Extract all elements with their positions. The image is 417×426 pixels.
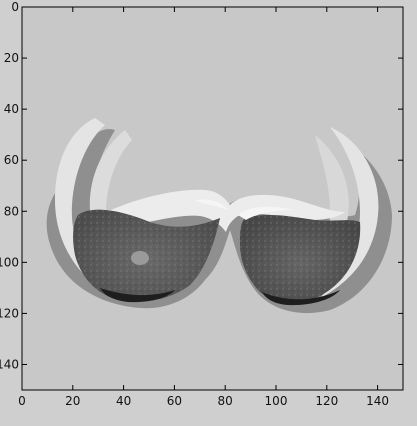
y-axis: 0 20 40 60 80 100 120 140 (0, 0, 403, 371)
x-tick-label: 20 (65, 394, 80, 408)
y-tick-label: 40 (4, 102, 19, 116)
ct-slice-image (46, 118, 392, 314)
x-tick-label: 60 (167, 394, 182, 408)
y-tick-label: 140 (0, 357, 19, 371)
x-tick-label: 120 (315, 394, 338, 408)
y-tick-label: 0 (11, 0, 19, 14)
x-tick-label: 140 (366, 394, 389, 408)
x-tick-label: 100 (265, 394, 288, 408)
y-tick-label: 100 (0, 255, 19, 269)
x-tick-label: 80 (218, 394, 233, 408)
y-tick-label: 120 (0, 306, 19, 320)
x-tick-label: 40 (116, 394, 131, 408)
y-tick-label: 60 (4, 153, 19, 167)
x-tick-label: 0 (18, 394, 26, 408)
y-tick-label: 20 (4, 51, 19, 65)
x-axis: 0 20 40 60 80 100 120 140 (18, 7, 389, 408)
y-tick-label: 80 (4, 204, 19, 218)
